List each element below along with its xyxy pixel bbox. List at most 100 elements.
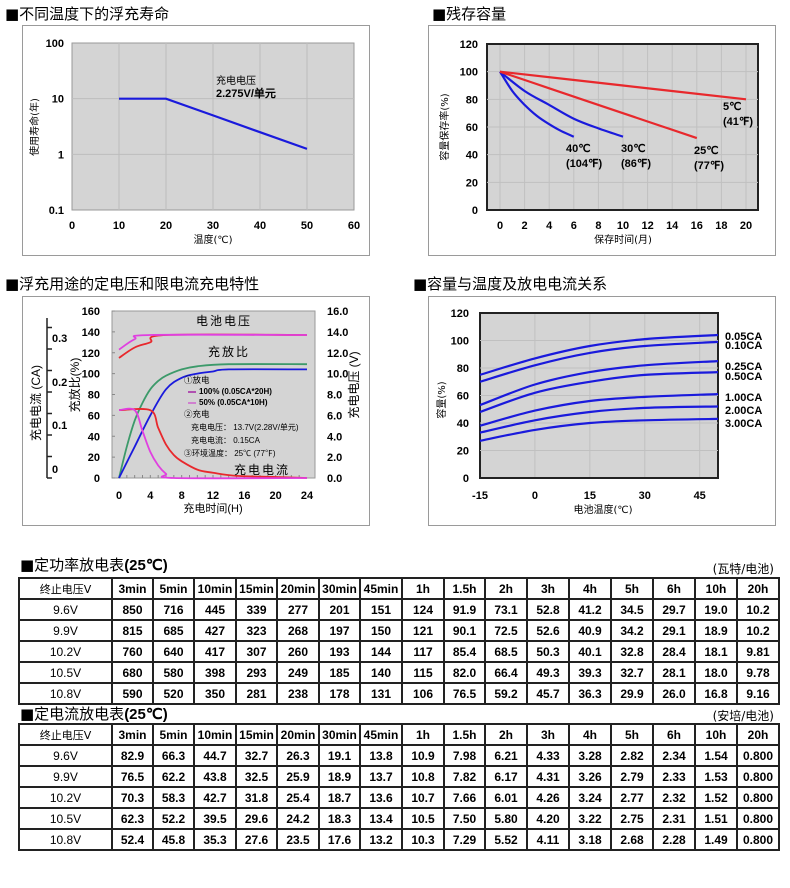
header-cell: 30min	[318, 577, 361, 600]
x-tick-label: 20	[270, 490, 282, 502]
table-cell: 7.82	[443, 765, 486, 788]
table-cell: 32.8	[610, 640, 654, 663]
cp-table-title: ■定功率放电表(25℃)	[20, 554, 168, 575]
current-curve-label: 充电电流	[234, 462, 290, 477]
table-cell: 10.9	[401, 744, 445, 767]
header-cell: 4h	[568, 723, 612, 746]
float-life-chart: 0 10 20 30 40 50 60 0.1 1 10 100 充电电压2.275V/单元温度(℃)…	[28, 38, 360, 246]
table-cell: 10.2	[736, 598, 780, 621]
table-cell: 1.53	[694, 765, 738, 788]
cc-table-temp: (25℃)	[124, 706, 168, 723]
x-tick-label: 0	[497, 220, 503, 232]
table-cell: 13.6	[359, 786, 403, 809]
table-cell: 140	[359, 661, 403, 684]
x-tick-label: 10	[617, 220, 629, 232]
x-tick-label: 50	[301, 220, 313, 232]
table-cell: 9.16	[736, 682, 780, 705]
table-cell: 680	[111, 661, 154, 684]
table-cell: 70.3	[111, 786, 154, 809]
table-cell: 106	[401, 682, 445, 705]
y-tick-label: 40	[88, 431, 100, 443]
table-cell: 62.2	[152, 765, 195, 788]
table-row: 9.6V 82.9 66.3 44.7 32.7 26.3 19.1 13.8 10.9 7.98…	[18, 744, 780, 767]
table-cell: 4.31	[526, 765, 570, 788]
y-tick-label: 120	[460, 39, 478, 51]
table-cell: 197	[318, 619, 361, 642]
header-cell: 10h	[694, 577, 738, 600]
row-label-cell: 10.2V	[18, 640, 113, 663]
table-cell: 1.54	[694, 744, 738, 767]
table-cell: 193	[318, 640, 361, 663]
series-label: (77℉)	[694, 160, 724, 172]
table-cell: 50.3	[526, 640, 570, 663]
table-cell: 2.33	[652, 765, 696, 788]
table-cell: 24.2	[276, 807, 320, 830]
cc-table-title: ■定电流放电表(25℃)	[20, 703, 168, 724]
table-cell: 18.9	[694, 619, 738, 642]
series-line	[479, 333, 719, 376]
header-cell: 3min	[111, 723, 154, 746]
table-cell: 6.17	[484, 765, 528, 788]
table-cell: 2.75	[610, 807, 654, 830]
table-cell: 427	[193, 619, 237, 642]
x-tick-label: 12	[207, 490, 219, 502]
series-line	[118, 368, 308, 479]
table-cell: 4.20	[526, 807, 570, 830]
series-label: 1.00CA	[725, 392, 762, 404]
row-label-cell: 9.9V	[18, 619, 113, 642]
x-axis-label: 电池温度(℃)	[573, 503, 632, 516]
series-label: 3.00CA	[725, 418, 762, 430]
constant-current-table: 终止电压V 3min 5min 10min 15min 20min 30min 45min 1h…	[18, 723, 780, 851]
table-cell: 2.31	[652, 807, 696, 830]
series-label: (104℉)	[566, 158, 602, 170]
y-right-tick-label: 6.0	[327, 410, 342, 422]
table-cell: 59.2	[484, 682, 528, 705]
table-cell: 5.52	[484, 828, 528, 851]
table-cell: 10.3	[401, 828, 445, 851]
table-cell: 39.5	[193, 807, 237, 830]
x-tick-label: -15	[472, 490, 488, 502]
table-cell: 716	[152, 598, 195, 621]
y-tick-label: 20	[466, 177, 478, 189]
series-label: 30℃	[621, 143, 646, 155]
row-label-cell: 10.5V	[18, 661, 113, 684]
y-tick-label: 1	[58, 149, 64, 161]
y-tick-label: 140	[82, 327, 100, 339]
table-cell: 34.5	[610, 598, 654, 621]
x-tick-label: 8	[179, 490, 185, 502]
table-cell: 2.28	[652, 828, 696, 851]
table-cell: 16.8	[694, 682, 738, 705]
table-cell: 2.77	[610, 786, 654, 809]
y-tick-label: 80	[466, 94, 478, 106]
series-line	[118, 407, 308, 479]
x-tick-label: 45	[694, 490, 706, 502]
table-cell: 28.4	[652, 640, 696, 663]
table-cell: 815	[111, 619, 154, 642]
y-axis-label: 充放比(%)	[67, 358, 82, 413]
table-cell: 2.32	[652, 786, 696, 809]
table-cell: 42.7	[193, 786, 237, 809]
header-cell: 20min	[276, 723, 320, 746]
table-cell: 39.3	[568, 661, 612, 684]
series-label: 40℃	[566, 143, 591, 155]
table-row: 10.5V 680 580 398 293 249 185 140 115 82.0 66.4 49.…	[18, 661, 780, 684]
legend-discharge: ①放电	[184, 375, 210, 385]
header-cell: 6h	[652, 723, 696, 746]
table-cell: 52.6	[526, 619, 570, 642]
y-tick-label: 120	[451, 308, 469, 320]
table-cell: 31.8	[235, 786, 278, 809]
table-cell: 32.7	[610, 661, 654, 684]
table-cell: 580	[152, 661, 195, 684]
header-cell: 10h	[694, 723, 738, 746]
table-cell: 10.8	[401, 765, 445, 788]
table-cell: 4.26	[526, 786, 570, 809]
capacity-temperature-title: ■容量与温度及放电电流关系	[413, 275, 608, 293]
table-cell: 10.2	[736, 619, 780, 642]
table-header-row: 终止电压V 3min 5min 10min 15min 20min 30min 45min 1h…	[18, 723, 780, 746]
table-cell: 18.1	[694, 640, 738, 663]
row-label-cell: 10.2V	[18, 786, 113, 809]
current-tick-label: 0.1	[52, 420, 67, 432]
header-cell: 1.5h	[443, 577, 486, 600]
series-label: (86℉)	[621, 158, 651, 170]
table-cell: 7.66	[443, 786, 486, 809]
